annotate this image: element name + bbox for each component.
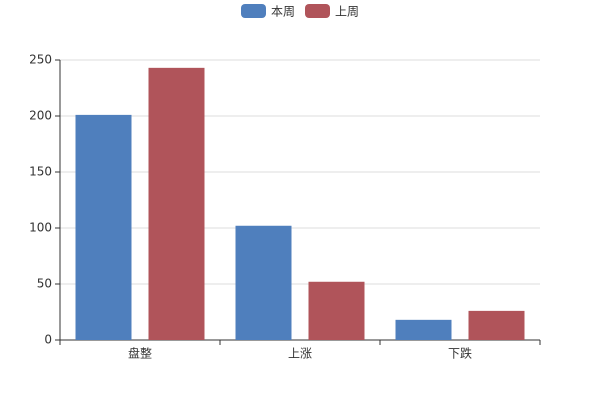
legend-label: 上周 bbox=[335, 5, 359, 19]
y-tick-label: 200 bbox=[29, 109, 52, 123]
legend-swatch bbox=[305, 4, 330, 18]
y-tick-label: 50 bbox=[37, 277, 52, 291]
bar bbox=[395, 319, 452, 340]
x-tick-label: 上涨 bbox=[288, 346, 312, 361]
x-tick-label: 下跌 bbox=[448, 346, 472, 361]
bar bbox=[468, 310, 525, 340]
bar bbox=[308, 281, 365, 340]
bar bbox=[75, 114, 132, 340]
y-tick-label: 100 bbox=[29, 221, 52, 235]
bar bbox=[235, 225, 292, 340]
y-tick-label: 0 bbox=[44, 333, 52, 347]
bar bbox=[148, 67, 205, 340]
legend-label: 本周 bbox=[271, 5, 295, 19]
x-tick-label: 盘整 bbox=[128, 346, 152, 361]
y-tick-label: 250 bbox=[29, 53, 52, 67]
y-tick-label: 150 bbox=[29, 165, 52, 179]
legend-swatch bbox=[241, 4, 266, 18]
